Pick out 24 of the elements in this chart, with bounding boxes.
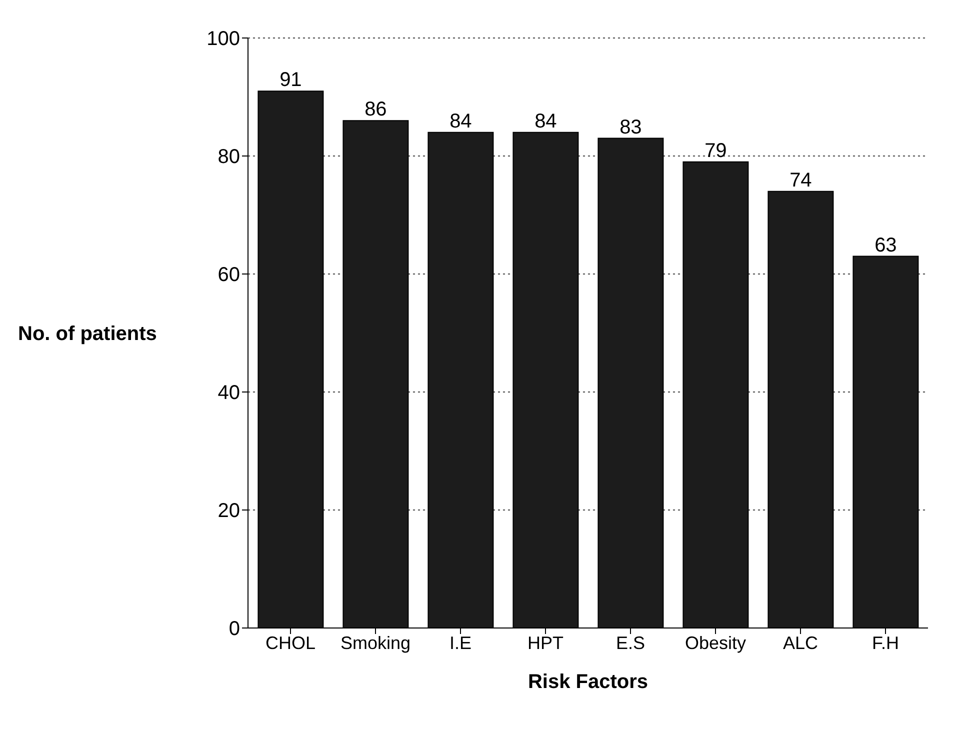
x-tick-label: ALC xyxy=(782,632,818,653)
data-label: 79 xyxy=(704,140,727,162)
data-label: 83 xyxy=(620,116,642,138)
y-tick-label: 60 xyxy=(218,264,240,286)
y-tick-label: 80 xyxy=(218,146,240,168)
y-tick-label: 0 xyxy=(228,618,240,640)
data-label: 63 xyxy=(874,234,897,256)
x-tick-label: Smoking xyxy=(340,632,411,653)
x-tick-label: CHOL xyxy=(265,632,316,653)
data-label: 84 xyxy=(450,110,472,132)
x-tick-label: Obesity xyxy=(684,632,746,653)
data-label: 74 xyxy=(790,169,812,192)
y-tick-label: 100 xyxy=(206,28,240,50)
x-tick-label: E.S xyxy=(616,632,646,653)
x-axis-title: Risk Factors xyxy=(528,671,648,693)
x-tick-label: F.H xyxy=(872,632,899,653)
x-tick-label: HPT xyxy=(528,632,564,653)
y-tick-label: 20 xyxy=(218,500,240,522)
x-tick-label: I.E xyxy=(449,632,472,653)
y-tick-label: 40 xyxy=(218,382,240,404)
data-label: 86 xyxy=(364,98,387,121)
data-label: 91 xyxy=(280,69,302,92)
data-label: 84 xyxy=(534,110,557,132)
y-axis-title: No. of patients xyxy=(18,323,157,346)
